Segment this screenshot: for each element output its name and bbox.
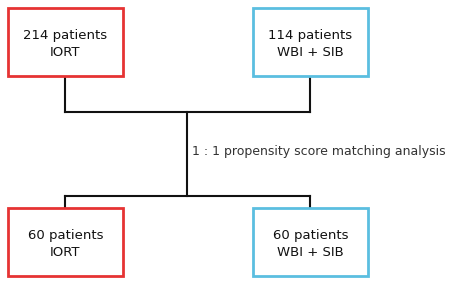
Text: 60 patients: 60 patients [273, 228, 348, 241]
Text: 114 patients: 114 patients [268, 29, 353, 41]
Text: IORT: IORT [50, 245, 81, 258]
Text: WBI + SIB: WBI + SIB [277, 46, 344, 59]
Text: IORT: IORT [50, 46, 81, 59]
FancyBboxPatch shape [253, 8, 368, 76]
Text: 1 : 1 propensity score matching analysis: 1 : 1 propensity score matching analysis [192, 146, 446, 158]
Text: 60 patients: 60 patients [28, 228, 103, 241]
FancyBboxPatch shape [8, 208, 123, 276]
Text: WBI + SIB: WBI + SIB [277, 245, 344, 258]
Text: 214 patients: 214 patients [23, 29, 108, 41]
FancyBboxPatch shape [253, 208, 368, 276]
FancyBboxPatch shape [8, 8, 123, 76]
